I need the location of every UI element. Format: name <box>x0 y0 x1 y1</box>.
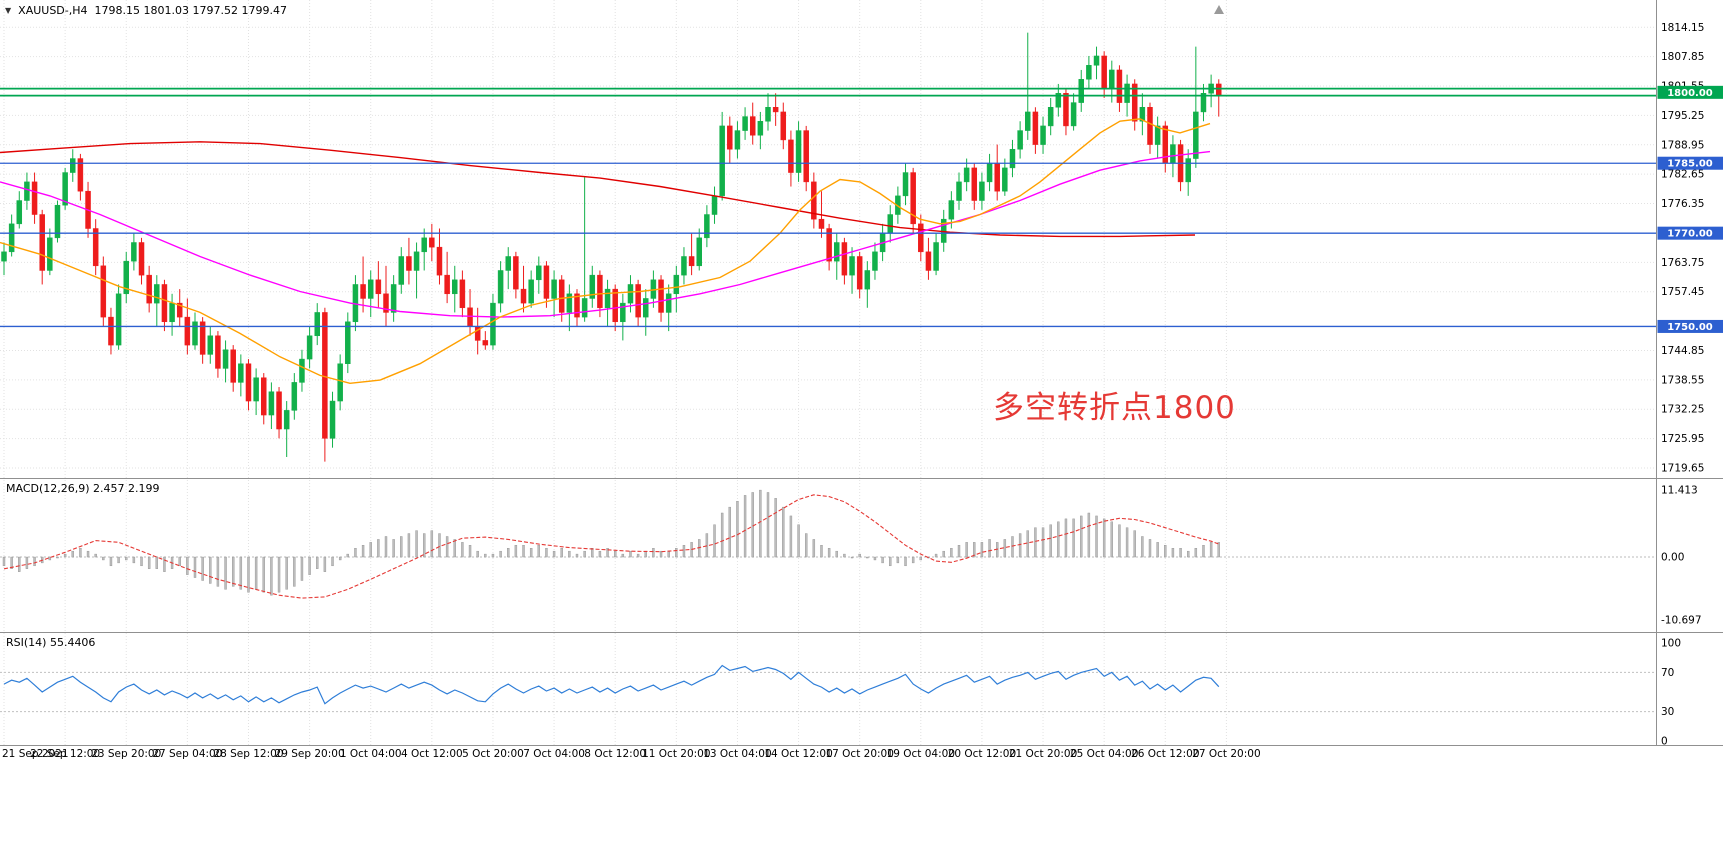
svg-text:1770.00: 1770.00 <box>1667 229 1713 240</box>
svg-text:1795.25: 1795.25 <box>1661 110 1704 122</box>
svg-text:14 Oct 12:00: 14 Oct 12:00 <box>764 748 832 760</box>
svg-text:1738.55: 1738.55 <box>1661 374 1704 386</box>
hlines-layer <box>0 87 1656 328</box>
chart-annotation-text: 多空转折点1800 <box>993 390 1236 426</box>
chart-shift-marker-icon <box>1214 5 1224 14</box>
svg-text:27 Sep 04:00: 27 Sep 04:00 <box>152 748 222 760</box>
svg-text:1 Oct 04:00: 1 Oct 04:00 <box>340 748 402 760</box>
moving-averages-layer <box>0 118 1211 385</box>
rsi-layer <box>0 664 1656 713</box>
candles-layer <box>1 32 1222 462</box>
svg-text:11 Oct 20:00: 11 Oct 20:00 <box>642 748 710 760</box>
svg-text:23 Sep 20:00: 23 Sep 20:00 <box>91 748 161 760</box>
svg-text:28 Sep 12:00: 28 Sep 12:00 <box>213 748 283 760</box>
macd-layer <box>0 489 1656 599</box>
rsi-indicator-label: RSI(14) 55.4406 <box>6 636 96 649</box>
svg-text:1757.45: 1757.45 <box>1661 286 1704 298</box>
ma-slow-red <box>0 141 1196 238</box>
svg-text:-10.697: -10.697 <box>1661 614 1702 626</box>
svg-text:13 Oct 04:00: 13 Oct 04:00 <box>703 748 771 760</box>
svg-text:0: 0 <box>1661 735 1668 747</box>
svg-text:100: 100 <box>1661 637 1681 649</box>
svg-text:20 Oct 12:00: 20 Oct 12:00 <box>948 748 1016 760</box>
price-tag <box>1657 226 1723 240</box>
symbol-header: ▼ XAUUSD-,H4 1798.15 1801.03 1797.52 179… <box>5 4 287 17</box>
ma-mid-magenta <box>0 150 1211 318</box>
svg-text:1776.35: 1776.35 <box>1661 198 1704 210</box>
svg-text:29 Sep 20:00: 29 Sep 20:00 <box>275 748 345 760</box>
svg-text:1807.85: 1807.85 <box>1661 51 1704 63</box>
price-tags-layer: 1800.00 1785.00 1770.00 1750.00 <box>1657 85 1723 333</box>
svg-text:1750.00: 1750.00 <box>1667 322 1713 333</box>
svg-text:25 Oct 04:00: 25 Oct 04:00 <box>1070 748 1138 760</box>
price-axis-layer[interactable]: 1814.151807.851801.551795.251788.951782.… <box>1661 22 1704 748</box>
macd-indicator-label: MACD(12,26,9) 2.457 2.199 <box>6 482 160 495</box>
svg-text:1744.85: 1744.85 <box>1661 345 1704 357</box>
svg-text:7 Oct 04:00: 7 Oct 04:00 <box>523 748 585 760</box>
svg-text:21 Sep 2021: 21 Sep 2021 <box>2 748 69 760</box>
ma-fast-orange <box>0 118 1211 385</box>
svg-text:8 Oct 12:00: 8 Oct 12:00 <box>584 748 646 760</box>
rsi-line <box>3 664 1220 705</box>
svg-text:1814.15: 1814.15 <box>1661 22 1704 34</box>
svg-text:17 Oct 20:00: 17 Oct 20:00 <box>825 748 893 760</box>
svg-text:1782.65: 1782.65 <box>1661 169 1704 181</box>
price-tag <box>1657 85 1723 99</box>
svg-text:1725.95: 1725.95 <box>1661 433 1704 445</box>
svg-text:1763.75: 1763.75 <box>1661 257 1704 269</box>
price-tag <box>1657 319 1723 333</box>
svg-text:1800.00: 1800.00 <box>1667 88 1713 99</box>
svg-text:26 Oct 12:00: 26 Oct 12:00 <box>1131 748 1199 760</box>
svg-text:1719.65: 1719.65 <box>1661 462 1704 474</box>
svg-text:21 Oct 20:00: 21 Oct 20:00 <box>1009 748 1077 760</box>
svg-text:11.413: 11.413 <box>1661 485 1698 497</box>
price-tag <box>1657 156 1723 170</box>
macd-signal-line <box>3 494 1219 599</box>
svg-text:1785.00: 1785.00 <box>1667 159 1713 170</box>
chart-menu-icon[interactable]: ▼ <box>5 5 12 15</box>
svg-text:4 Oct 12:00: 4 Oct 12:00 <box>401 748 463 760</box>
svg-text:1788.95: 1788.95 <box>1661 139 1704 151</box>
shift-marker-layer <box>1214 5 1224 14</box>
frame-layer <box>0 0 1723 746</box>
svg-text:0.00: 0.00 <box>1661 552 1684 564</box>
svg-text:27 Oct 20:00: 27 Oct 20:00 <box>1192 748 1260 760</box>
svg-text:22 Sep 12:00: 22 Sep 12:00 <box>30 748 100 760</box>
svg-text:70: 70 <box>1661 667 1674 679</box>
ohlc-values: 1798.15 1801.03 1797.52 1799.47 <box>94 4 287 17</box>
svg-text:30: 30 <box>1661 706 1674 718</box>
svg-text:19 Oct 04:00: 19 Oct 04:00 <box>887 748 955 760</box>
symbol-label: XAUUSD-,H4 <box>18 4 88 17</box>
svg-text:5 Oct 20:00: 5 Oct 20:00 <box>462 748 524 760</box>
svg-text:1732.25: 1732.25 <box>1661 404 1704 416</box>
